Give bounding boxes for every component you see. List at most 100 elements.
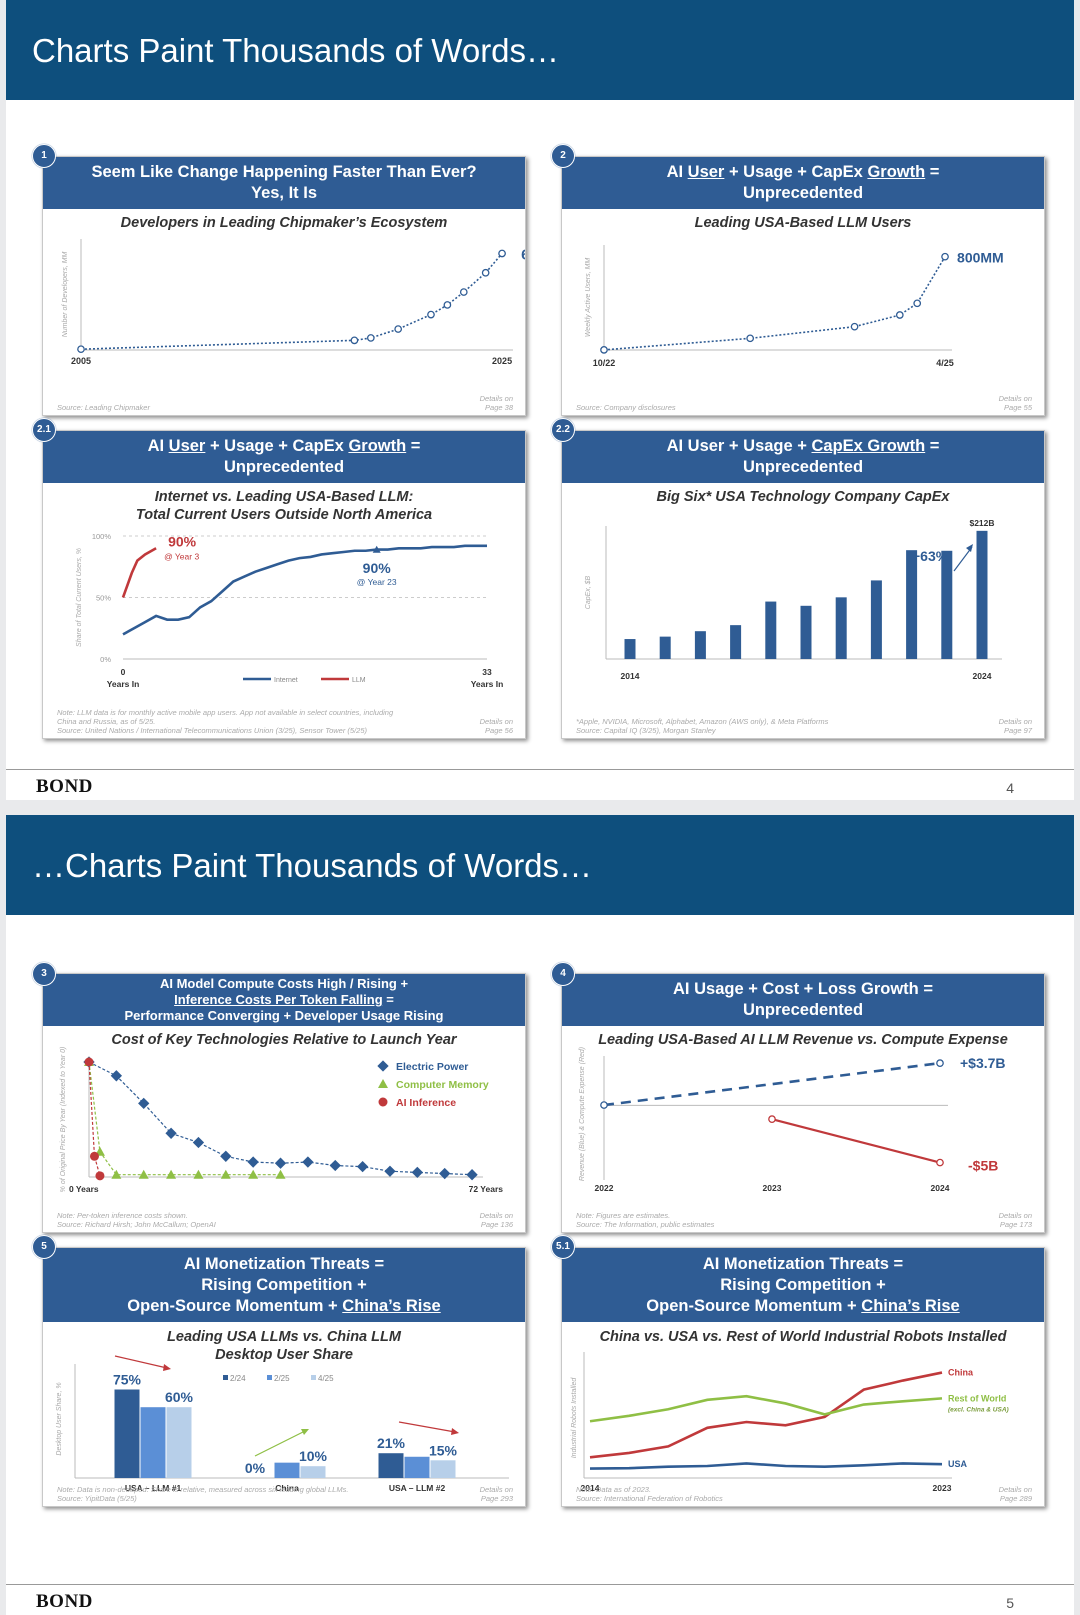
series-line — [88, 1061, 101, 1177]
y-axis-label: Desktop User Share, % — [56, 1382, 63, 1455]
panel-header-line: AI Model Compute Costs High / Rising + — [159, 976, 409, 991]
panel-header: AI User + Usage + CapEx Growth = Unprece… — [43, 431, 525, 483]
header-text: = — [382, 992, 394, 1007]
panel-subtitle: Leading USA LLMs vs. China LLM Desktop U… — [43, 1328, 525, 1364]
series-line — [603, 256, 946, 351]
growth-arrow-head — [966, 544, 973, 552]
note-line: Note: Data as of 2023. — [576, 1485, 652, 1494]
data-point — [427, 310, 435, 319]
x-tick-label: 0 Years — [69, 1184, 99, 1194]
data-point — [936, 1158, 944, 1167]
bar — [166, 1407, 192, 1478]
details-note: Details on Page 38 — [480, 394, 513, 412]
panel-badge: 2.1 — [32, 418, 56, 442]
details-note: Details on Page 97 — [999, 717, 1032, 735]
panel-header-line: AI User + Usage + CapEx Growth = — [43, 436, 525, 457]
series-label-rest-of-world: Rest of World — [948, 1393, 1006, 1403]
subtitle-line: Desktop User Share — [215, 1347, 353, 1363]
bar-value-label: 21% — [377, 1435, 406, 1451]
series-line — [589, 1394, 943, 1423]
x-tick-label: 2023 — [763, 1183, 782, 1193]
trend-arrow — [114, 1355, 168, 1369]
panel-header: AI Monetization Threats = Rising Competi… — [43, 1248, 525, 1322]
note-line: China and Russia, as of 5/25. — [57, 717, 156, 726]
details-line: Details on — [998, 1211, 1032, 1220]
header-link: Inference Costs Per Token Falling — [174, 992, 383, 1007]
note-line: Source: United Nations / International T… — [57, 726, 368, 735]
end-value-label: +$3.7B — [960, 1055, 1006, 1071]
x-tick-label: 2023 — [933, 1483, 952, 1493]
header-link: CapEx Growth — [811, 437, 926, 455]
series-label-china: China — [948, 1368, 974, 1378]
bar-value-label: $212B — [969, 518, 994, 528]
slide-header: …Charts Paint Thousands of Words… — [6, 815, 1074, 915]
series-line — [589, 1371, 943, 1459]
data-point-diamond — [302, 1156, 314, 1168]
x-category-label: USA – LLM #2 — [389, 1483, 446, 1493]
details-note: Details on Page 293 — [480, 1485, 513, 1503]
details-note: Details on Page 136 — [480, 1211, 513, 1229]
details-line: Details on — [998, 394, 1032, 403]
source-note: Note: LLM data is for monthly active mob… — [57, 708, 393, 735]
panel-header-line: AI Monetization Threats = — [183, 1254, 385, 1273]
header-link: Growth — [867, 163, 926, 181]
chart-panel-technology-costs: AI Model Compute Costs High / Rising + I… — [42, 973, 526, 1233]
details-note: Details on Page 173 — [999, 1211, 1032, 1229]
technology-costs-chart: % of Original Price By Year (Indexed to … — [60, 1047, 503, 1194]
details-line: Details on — [998, 717, 1032, 726]
panel-header-line: Performance Converging + Developer Usage… — [124, 1008, 444, 1023]
panel-header-line: AI User + Usage + CapEx Growth = — [562, 162, 1044, 183]
series-label-usa: USA — [948, 1459, 968, 1469]
data-point — [941, 252, 949, 261]
panel-header: AI Monetization Threats = Rising Competi… — [562, 1248, 1044, 1322]
data-point-triangle — [138, 1169, 149, 1179]
panel-header: AI Usage + Cost + Loss Growth = Unpreced… — [562, 974, 1044, 1026]
data-point — [77, 345, 85, 354]
data-point — [850, 322, 859, 331]
data-point — [350, 336, 359, 345]
header-text: Open-Source Momentum + — [646, 1296, 862, 1315]
page-number: 4 — [1006, 780, 1014, 796]
data-point — [600, 1101, 608, 1109]
bar-value-label: 15% — [429, 1442, 458, 1458]
revenue-vs-compute-chart: Revenue (Blue) & Compute Expense (Red) +$… — [579, 1047, 1006, 1193]
legend-marker — [377, 1060, 389, 1072]
x-tick-label: 2024 — [973, 671, 992, 681]
data-point-diamond — [220, 1150, 232, 1162]
header-text: Open-Source Momentum + — [127, 1296, 343, 1315]
source-note: Note: Figures are estimates. Source: The… — [576, 1211, 714, 1229]
panel-header: AI User + Usage + CapEx Growth = Unprece… — [562, 431, 1044, 483]
chart-panel-developers: Seem Like Change Happening Faster Than E… — [42, 156, 526, 416]
bar-value-label: 60% — [165, 1389, 194, 1405]
end-value-label: -$5B — [968, 1158, 998, 1174]
data-point-triangle — [248, 1169, 259, 1179]
x-tick-label: 4/25 — [936, 358, 954, 368]
bar — [694, 631, 706, 659]
capex-bar-chart: CapEx, $B 2014 2024 $212B +63% — [585, 518, 1002, 681]
y-axis-label: Weekly Active Users, MM — [585, 258, 592, 338]
panel-header-line: Rising Competition + — [201, 1275, 367, 1294]
data-point-diamond — [384, 1165, 396, 1177]
note-line: Source: The Information, public estimate… — [576, 1220, 715, 1229]
header-link: China’s Rise — [861, 1296, 960, 1315]
data-point — [895, 311, 904, 319]
bar — [624, 639, 636, 659]
details-note: Details on Page 56 — [480, 717, 513, 735]
data-point-diamond — [274, 1157, 287, 1169]
panel-header-line: Open-Source Momentum + China’s Rise — [43, 1296, 525, 1317]
details-line: Details on — [479, 1211, 513, 1220]
data-point — [366, 334, 375, 342]
footer-divider — [6, 1584, 1074, 1585]
x-tick-label: 2014 — [581, 1483, 600, 1493]
annotation-value: 90% — [168, 533, 197, 549]
header-text: + Usage + CapEx — [724, 163, 868, 181]
end-value-label: 6MM — [521, 246, 525, 263]
panel-header-line: Unprecedented — [742, 184, 864, 202]
compute-expense-line — [771, 1118, 941, 1164]
header-text: AI User + Usage + — [666, 437, 812, 455]
industrial-robots-line-chart: Industrial Robots Installed China Rest of … — [571, 1352, 1009, 1493]
legend-label: Electric Power — [396, 1061, 468, 1073]
data-point-diamond — [356, 1160, 369, 1173]
x-axis-label: Years In — [107, 679, 140, 689]
trend-arrow-head — [163, 1364, 171, 1371]
